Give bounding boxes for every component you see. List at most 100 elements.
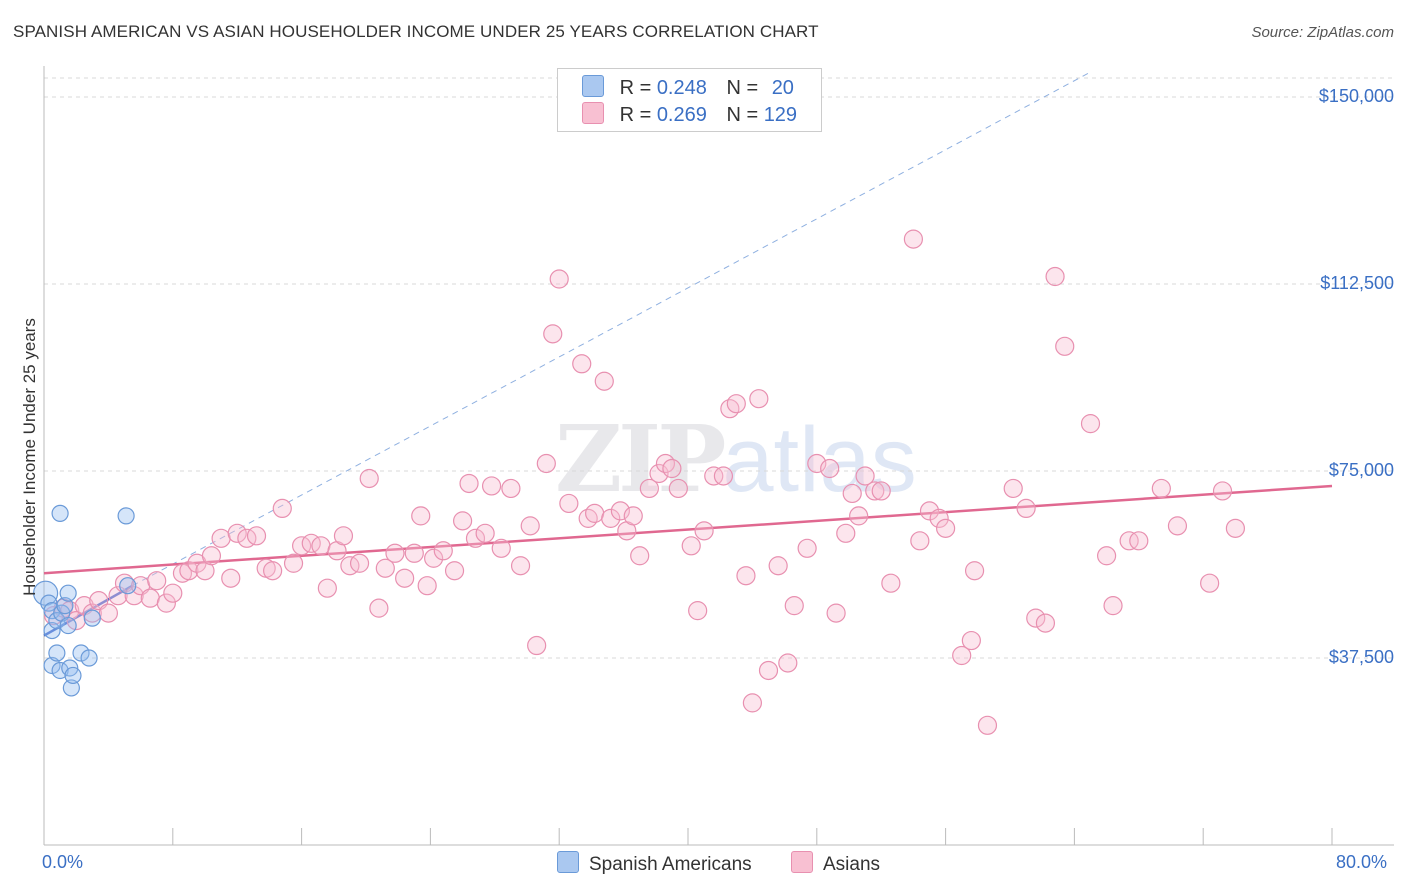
asian-point	[227, 523, 247, 543]
asian-point	[140, 588, 160, 608]
asian-point	[964, 561, 985, 581]
asian-point	[649, 463, 669, 484]
asian-point	[82, 603, 102, 623]
asian-point	[147, 571, 167, 591]
legend-r-label: R =	[619, 104, 652, 126]
asian-point	[74, 596, 94, 616]
asian-point	[404, 543, 424, 563]
asian-point	[263, 561, 283, 581]
asian-point	[283, 553, 304, 573]
asian-point	[797, 538, 817, 558]
asian-point	[639, 478, 659, 499]
spanish-point	[59, 584, 77, 602]
asian-point	[520, 516, 540, 536]
asian-point	[317, 578, 337, 598]
x-tick-label-max: 80.0%	[1336, 852, 1388, 872]
legend-n-value: 129	[763, 104, 798, 126]
asian-point	[453, 511, 473, 531]
bottom-legend-label-asian: Asians	[823, 854, 881, 875]
asian-point	[424, 548, 444, 568]
asian-point	[668, 478, 688, 499]
asian-point	[1129, 531, 1149, 551]
asian-point	[578, 508, 598, 528]
asian-point	[572, 354, 592, 374]
y-tick-label: $75,000	[1328, 460, 1394, 480]
legend-swatch-asian	[582, 102, 604, 124]
spanish-point	[43, 602, 61, 620]
asian-point	[527, 635, 547, 656]
bottom-legend-label-spanish: Spanish Americans	[589, 854, 752, 875]
asian-point	[179, 561, 199, 581]
asian-point	[713, 466, 734, 486]
asian-point	[807, 453, 827, 474]
legend-n-label: N =	[726, 77, 759, 99]
asian-point	[211, 528, 231, 548]
asian-point	[849, 506, 869, 526]
asian-point	[501, 478, 521, 499]
asian-point	[1119, 531, 1139, 551]
asian-point	[952, 645, 972, 666]
spanish-point	[119, 577, 137, 595]
legend-r-value: 0.248	[656, 77, 707, 99]
asian-point	[459, 473, 479, 494]
asian-point	[98, 603, 119, 623]
asian-point	[395, 568, 415, 588]
spanish-points	[33, 504, 137, 697]
asian-point	[820, 458, 840, 479]
asian-point	[778, 653, 798, 673]
asian-point	[333, 526, 354, 546]
bottom-legend-swatch-spanish	[557, 851, 579, 873]
asian-point	[935, 518, 956, 538]
asian-point	[433, 541, 453, 561]
asian-point	[510, 556, 531, 576]
asian-point	[163, 583, 183, 603]
asian-point	[623, 506, 643, 526]
asian-point	[1096, 546, 1117, 566]
asian-point	[375, 558, 395, 578]
source-label: Source: ZipAtlas.com	[1251, 24, 1394, 41]
asian-point	[465, 528, 486, 548]
y-axis-title: Householder Income Under 25 years	[20, 318, 39, 596]
y-tick-label: $37,500	[1328, 647, 1394, 667]
spanish-point	[83, 609, 101, 627]
asian-point	[1200, 573, 1220, 593]
asian-point	[543, 324, 563, 344]
asian-point	[594, 371, 614, 391]
spanish-point	[43, 621, 61, 640]
asian-point	[1045, 266, 1065, 287]
asian-point	[961, 630, 981, 651]
asian-point	[784, 596, 804, 616]
asian-point	[481, 476, 502, 496]
asian-point	[221, 568, 241, 588]
asian-point	[536, 453, 556, 474]
asian-point	[475, 523, 495, 543]
asian-point	[688, 601, 708, 621]
asian-point	[749, 389, 769, 409]
spanish-trend-extension	[132, 71, 1091, 587]
asian-point	[1080, 414, 1101, 434]
legend-row-asian: R = 0.269 N = 129	[582, 102, 797, 126]
asian-point	[1016, 498, 1036, 518]
asian-point	[1167, 516, 1188, 536]
asian-point	[1035, 613, 1056, 633]
asian-point	[855, 466, 875, 486]
asian-point	[246, 526, 267, 546]
asian-point	[726, 394, 746, 414]
asian-point	[826, 603, 846, 623]
asian-point	[1151, 478, 1171, 499]
asian-point	[865, 481, 885, 501]
asian-point	[910, 531, 930, 551]
asian-point	[1003, 478, 1023, 499]
asian-point	[662, 458, 682, 479]
bottom-legend-spanish: Spanish Americans	[557, 851, 752, 876]
asian-point	[736, 566, 756, 586]
asian-point	[444, 561, 465, 581]
asian-point	[768, 556, 788, 576]
asian-point	[549, 269, 569, 289]
asian-point	[681, 536, 701, 556]
asian-point	[903, 229, 924, 249]
spanish-point	[51, 661, 69, 680]
bottom-legend-asian: Asians	[791, 851, 880, 876]
spanish-point	[59, 616, 77, 635]
asian-point	[585, 503, 605, 523]
